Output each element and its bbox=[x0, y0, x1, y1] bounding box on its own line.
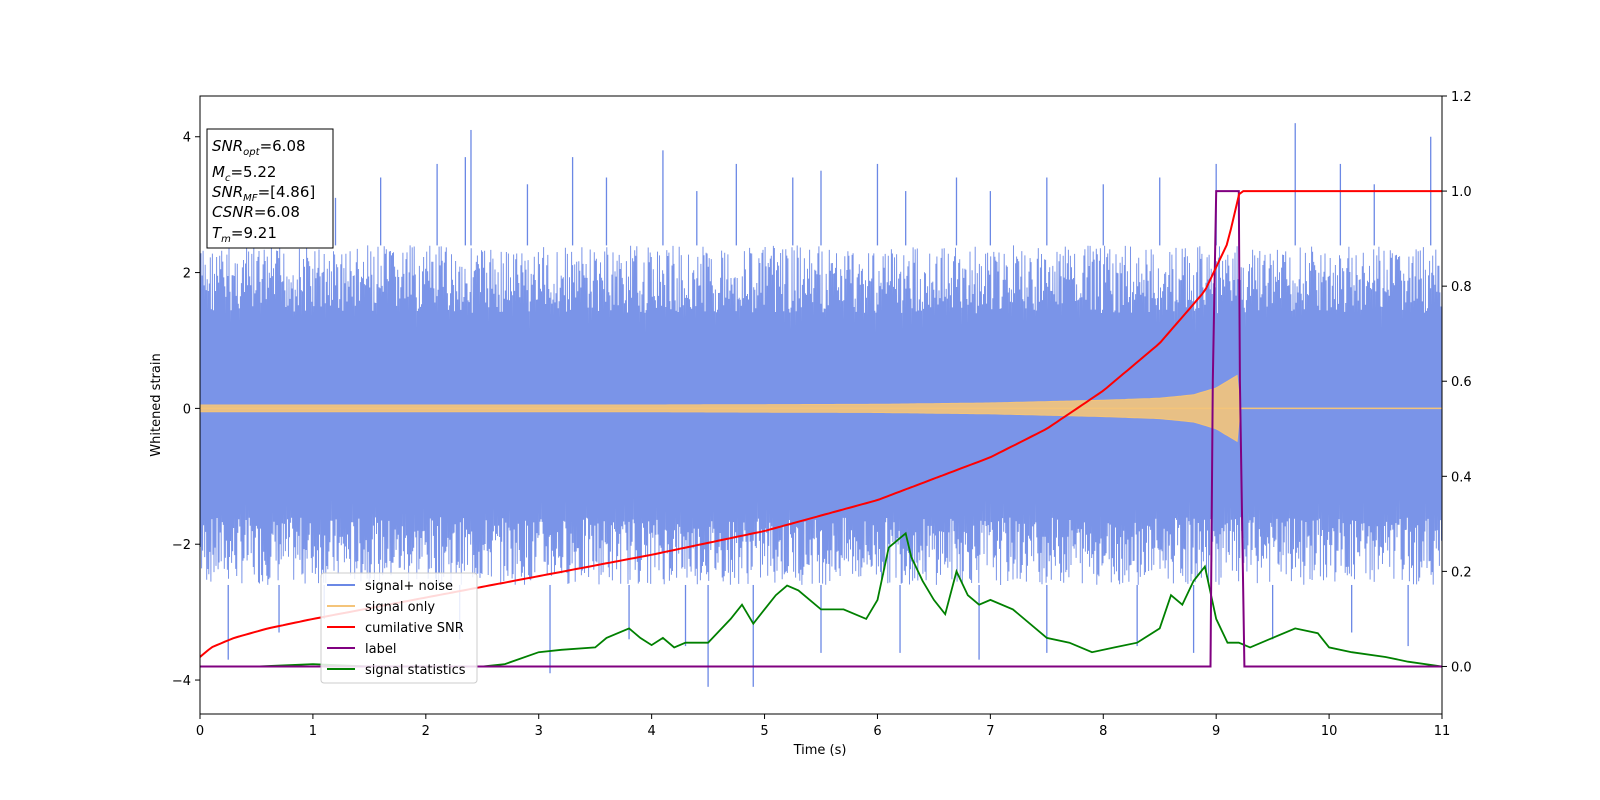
x-tick-label-0: 0 bbox=[196, 724, 204, 739]
x-tick-label-7: 7 bbox=[986, 724, 994, 739]
legend-label-signal-statistics: signal statistics bbox=[365, 663, 466, 678]
mc-annotation: Mc=5.22 bbox=[212, 163, 276, 184]
y-axis-label: Whitened strain bbox=[149, 353, 164, 456]
y-left-tick-label-3: 2 bbox=[183, 267, 191, 282]
y-right-tick-label-3: 0.6 bbox=[1451, 375, 1472, 390]
legend-label-label: label bbox=[365, 642, 396, 657]
snr-mf-annotation: SNRMF=[4.86] bbox=[212, 183, 315, 204]
legend-label-cumulative-snr: cumilative SNR bbox=[365, 621, 464, 636]
y-right-tick-label-0: 0.0 bbox=[1451, 660, 1472, 675]
y-right-tick-label-5: 1.0 bbox=[1451, 185, 1472, 200]
x-tick-label-4: 4 bbox=[647, 724, 655, 739]
x-tick-label-3: 3 bbox=[535, 724, 543, 739]
signal-noise-trace bbox=[200, 245, 1442, 586]
legend-label-signal-only: signal only bbox=[365, 600, 435, 615]
x-axis-label: Time (s) bbox=[793, 743, 847, 758]
y-right-tick-label-4: 0.8 bbox=[1451, 280, 1472, 295]
legend: signal+ noise signal only cumilative SNR… bbox=[320, 572, 478, 684]
y-right-tick-label-2: 0.4 bbox=[1451, 470, 1472, 485]
y-right-tick-label-6: 1.2 bbox=[1451, 90, 1472, 105]
snr-opt-annotation: SNRopt=6.08 bbox=[212, 137, 306, 158]
x-tick-label-10: 10 bbox=[1321, 724, 1338, 739]
axis-ticks: 0 1 2 3 4 5 6 7 8 9 10 11 −4 −2 0 2 4 0.0 0.2 0.4 0.6 0.8 1.0 1… bbox=[172, 90, 1472, 739]
x-tick-label-11: 11 bbox=[1434, 724, 1451, 739]
y-left-tick-label-1: −2 bbox=[172, 538, 191, 553]
x-tick-label-2: 2 bbox=[422, 724, 430, 739]
csnr-annotation: CSNR=6.08 bbox=[212, 203, 300, 221]
x-tick-label-6: 6 bbox=[873, 724, 881, 739]
stats-annotation-box: SNRopt=6.08 Mc=5.22 SNRMF=[4.86] CSNR=6.… bbox=[206, 128, 334, 249]
axes-frame bbox=[199, 95, 1443, 715]
x-tick-label-9: 9 bbox=[1212, 724, 1220, 739]
x-tick-label-8: 8 bbox=[1099, 724, 1107, 739]
tm-annotation: Tm=9.21 bbox=[212, 224, 277, 245]
y-right-tick-label-1: 0.2 bbox=[1451, 565, 1472, 580]
legend-label-signal-noise: signal+ noise bbox=[365, 579, 453, 594]
y-left-tick-label-4: 4 bbox=[183, 131, 191, 146]
y-left-tick-label-0: −4 bbox=[172, 674, 191, 689]
y-left-tick-label-2: 0 bbox=[183, 402, 191, 417]
x-tick-label-1: 1 bbox=[309, 724, 317, 739]
signal-statistics-series bbox=[200, 531, 1442, 668]
x-tick-label-5: 5 bbox=[760, 724, 768, 739]
label-series bbox=[200, 190, 1442, 668]
